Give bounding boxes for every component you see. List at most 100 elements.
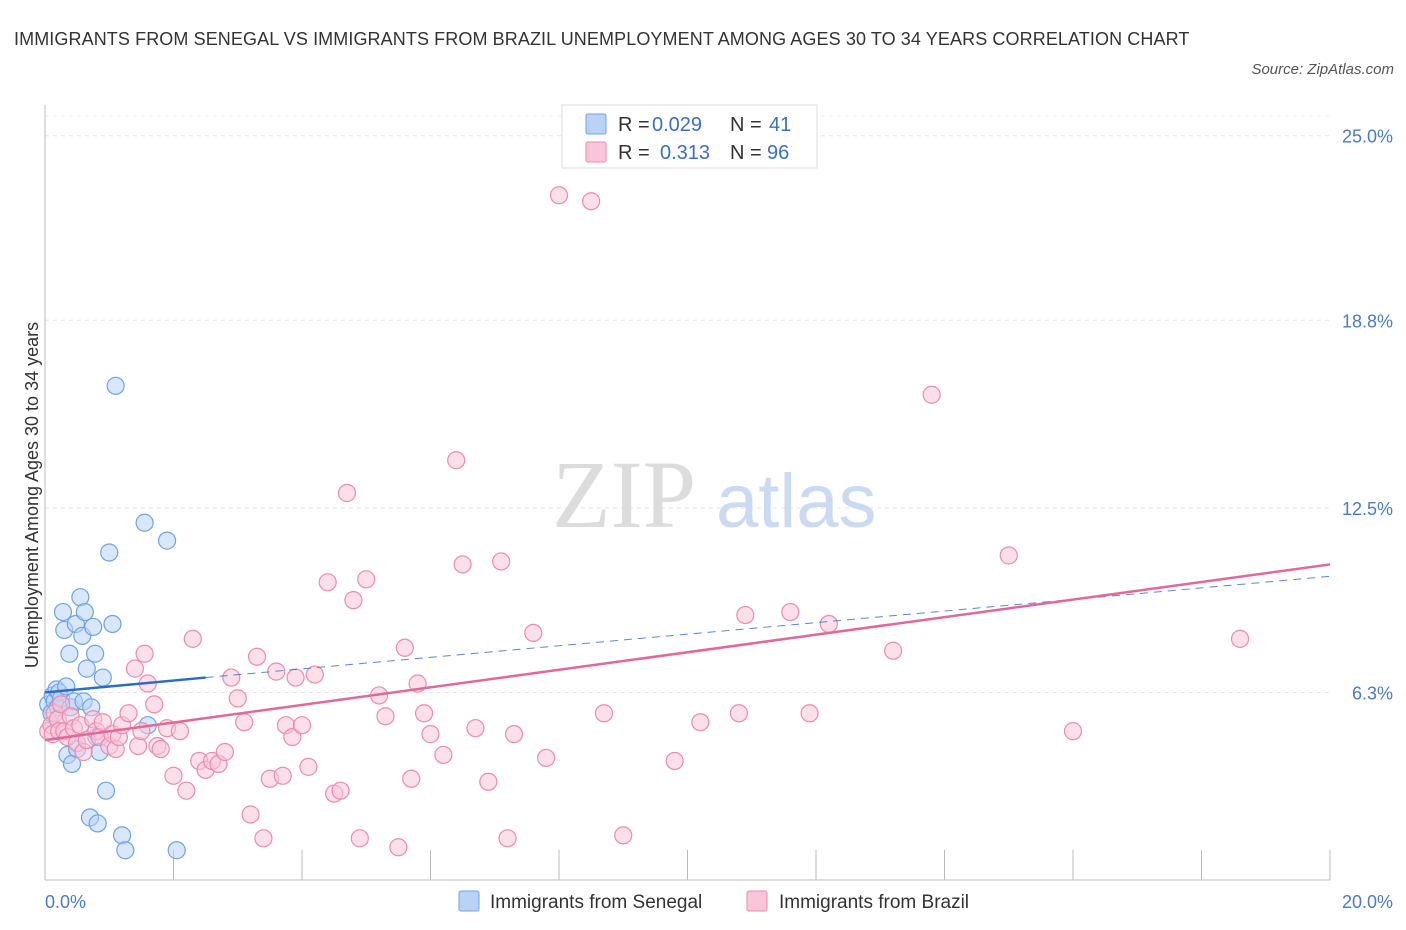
brazil-point-80 [504, 725, 524, 744]
brazil-point-96 [999, 546, 1018, 565]
brazil-point-64 [357, 570, 376, 589]
legend-n-value-brazil: 96 [767, 142, 789, 164]
brazil-point-55 [292, 716, 312, 735]
brazil-point-86 [614, 826, 633, 845]
y-tick-label-1: 12.5% [1342, 499, 1393, 519]
legend-n-value-senegal: 41 [769, 114, 791, 136]
y-tick-label-0: 6.3% [1352, 683, 1393, 703]
brazil-point-93 [819, 614, 838, 634]
senegal-point-12 [60, 644, 79, 663]
brazil-point-30 [145, 695, 164, 714]
brazil-point-24 [119, 704, 138, 723]
brazil-point-61 [337, 483, 357, 503]
brazil-point-53 [283, 727, 302, 747]
bottom-legend-label-senegal: Immigrants from Senegal [490, 892, 702, 913]
brazil-point-87 [665, 751, 684, 771]
brazil-point-73 [434, 745, 453, 765]
brazil-point-26 [129, 736, 148, 756]
brazil-point-42 [215, 742, 234, 762]
brazil-point-36 [177, 781, 196, 800]
brazil-point-18 [93, 713, 112, 732]
brazil-point-25 [125, 659, 145, 678]
legend-r-value-brazil: 0.313 [660, 142, 710, 164]
brazil-point-56 [299, 757, 318, 776]
source-label: Source: ZipAtlas.com [1251, 61, 1394, 78]
brazil-point-78 [492, 552, 511, 571]
senegal-point-39 [157, 531, 177, 550]
brazil-point-94 [883, 641, 903, 660]
brazil-point-28 [135, 644, 154, 663]
y-tick-labels: 6.3% 12.5% 18.8% 25.0% [1342, 127, 1393, 704]
brazil-point-66 [376, 707, 395, 726]
brazil-point-68 [395, 638, 414, 657]
brazil-point-90 [736, 605, 755, 625]
brazil-point-62 [344, 591, 363, 610]
senegal-point-28 [88, 814, 107, 833]
brazil-point-45 [235, 713, 254, 732]
brazil-point-32 [151, 739, 170, 759]
brazil-point-95 [922, 385, 941, 404]
senegal-point-31 [96, 781, 116, 800]
brazil-point-83 [549, 186, 569, 205]
brazil-point-67 [389, 838, 408, 857]
brazil-point-47 [247, 647, 267, 666]
senegal-point-32 [100, 543, 119, 562]
senegal-point-22 [77, 659, 96, 678]
senegal-trend-dashed [205, 575, 1331, 679]
brazil-point-63 [350, 829, 369, 848]
stats-legend: R = 0.029 N = 41 R = 0.313 N = 96 [561, 104, 818, 169]
senegal-point-10 [57, 677, 76, 696]
y-axis-label: Unemployment Among Ages 30 to 34 years [22, 322, 42, 668]
brazil-trend-line [44, 563, 1331, 742]
brazil-point-69 [402, 769, 421, 788]
brazil-point-89 [729, 704, 749, 723]
senegal-point-25 [84, 617, 103, 637]
brazil-point-72 [421, 725, 440, 744]
senegal-point-36 [116, 841, 135, 860]
legend-r-value-senegal: 0.029 [652, 114, 702, 136]
trend-lines [44, 563, 1331, 742]
brazil-point-82 [537, 748, 556, 768]
axes [44, 105, 1331, 881]
senegal-point-26 [86, 644, 105, 663]
brazil-point-98 [1230, 629, 1250, 648]
brazil-point-43 [222, 668, 241, 687]
brazil-point-91 [781, 602, 800, 622]
x-tick-label-max: 20.0% [1342, 892, 1393, 912]
brazil-point-58 [318, 573, 337, 592]
bottom-legend: Immigrants from Senegal Immigrants from … [458, 890, 969, 913]
y-tick-label-2: 18.8% [1342, 311, 1393, 331]
bottom-legend-label-brazil: Immigrants from Brazil [779, 892, 969, 913]
legend-swatch-brazil [585, 141, 607, 163]
senegal-point-30 [93, 668, 112, 687]
senegal-point-34 [106, 376, 125, 395]
brazil-point-74 [447, 451, 466, 470]
brazil-point-92 [800, 704, 819, 723]
brazil-point-46 [241, 805, 260, 824]
senegal-point-21 [75, 602, 94, 622]
legend-n-label-senegal: N = [730, 114, 762, 136]
brazil-point-44 [228, 689, 247, 708]
chart-title: IMMIGRANTS FROM SENEGAL VS IMMIGRANTS FR… [14, 29, 1190, 49]
brazil-point-77 [479, 772, 498, 791]
brazil-point-51 [273, 766, 292, 785]
brazil-point-48 [254, 829, 273, 848]
brazil-point-60 [331, 781, 350, 800]
y-tick-label-3: 25.0% [1342, 127, 1393, 147]
bottom-legend-swatch-senegal [458, 890, 480, 912]
brazil-point-79 [498, 829, 517, 848]
brazil-point-81 [524, 623, 543, 643]
legend-r-label-brazil: R = [618, 142, 650, 164]
senegal-point-35 [112, 826, 132, 845]
senegal-point-33 [103, 614, 122, 634]
brazil-point-6 [51, 695, 71, 714]
brazil-point-88 [691, 713, 710, 732]
brazil-point-71 [414, 704, 434, 723]
brazil-point-37 [183, 629, 202, 648]
senegal-point-8 [53, 602, 73, 622]
brazil-point-34 [164, 766, 183, 785]
watermark-atlas: atlas [716, 459, 877, 544]
bottom-legend-swatch-brazil [746, 890, 768, 912]
brazil-point-84 [582, 192, 601, 211]
